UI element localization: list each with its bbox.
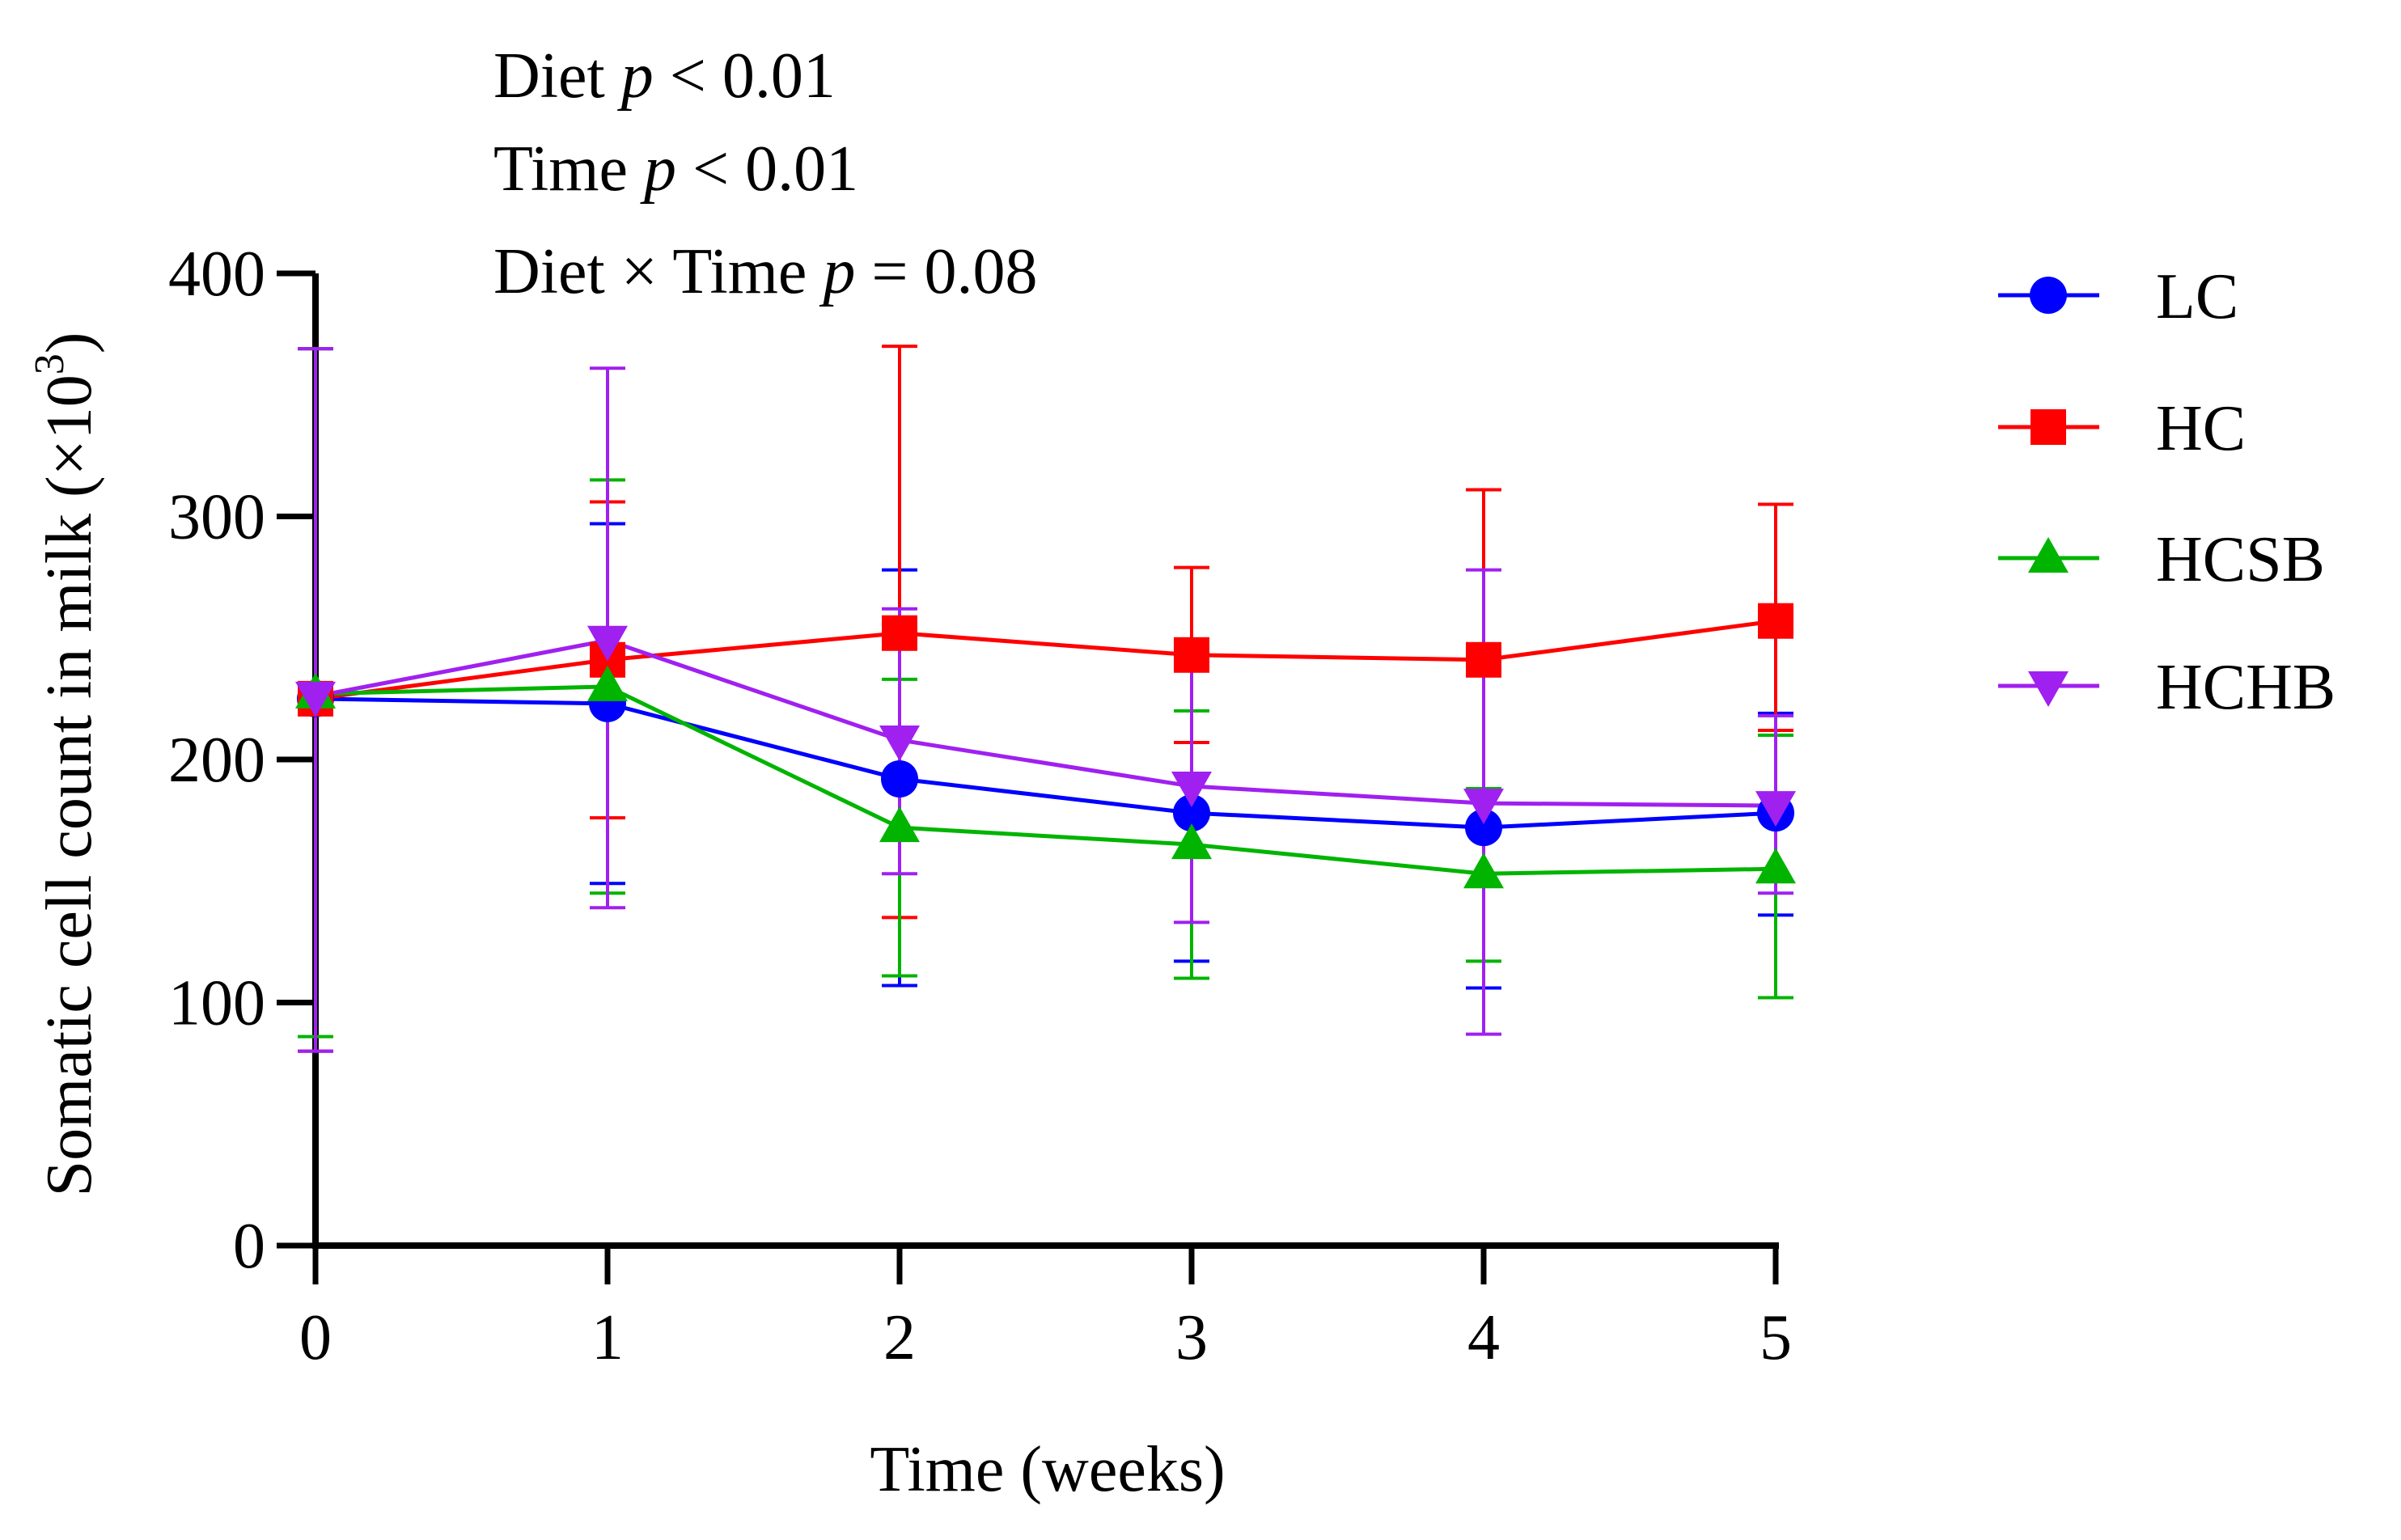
series-line-hchb bbox=[315, 638, 1776, 808]
x-tick-label: 3 bbox=[1175, 1302, 1208, 1373]
legend-marker-hcsb bbox=[2028, 537, 2069, 573]
legend-item-hc: HC bbox=[1998, 393, 2246, 464]
annotation-line: Diet × Time p = 0.08 bbox=[493, 236, 1038, 307]
annotation-prefix: Time bbox=[493, 133, 644, 205]
legend: LC HC HCSB HCHB bbox=[1998, 261, 2335, 723]
data-point-hcsb bbox=[879, 806, 920, 843]
legend-label-lc: LC bbox=[2156, 261, 2238, 332]
data-point-hchb bbox=[1171, 772, 1212, 808]
data-point-hcsb bbox=[1463, 852, 1504, 889]
annotation-prefix: Diet × Time bbox=[493, 236, 823, 307]
data-point-hc bbox=[1758, 603, 1793, 639]
annotation-line: Diet p < 0.01 bbox=[493, 40, 836, 112]
data-point-lc bbox=[881, 760, 918, 798]
data-point-hchb bbox=[1755, 791, 1796, 827]
error-bars-group bbox=[298, 345, 1793, 1053]
data-point-hc bbox=[882, 615, 917, 651]
annotation-italic-p: p bbox=[640, 133, 676, 205]
series-lines-group bbox=[315, 619, 1776, 876]
annotation-italic-p: p bbox=[617, 40, 654, 112]
x-tick-label: 5 bbox=[1759, 1302, 1792, 1373]
x-tick-label: 2 bbox=[883, 1302, 916, 1373]
x-axis-label: Time (weeks) bbox=[870, 1434, 1225, 1505]
legend-item-hchb: HCHB bbox=[1998, 652, 2335, 723]
data-point-lc bbox=[1465, 809, 1502, 847]
legend-label-hcsb: HCSB bbox=[2156, 524, 2325, 595]
series-line-lc bbox=[315, 696, 1776, 830]
series-line-hc bbox=[315, 619, 1776, 701]
legend-marker-hc bbox=[2030, 409, 2066, 445]
legend-label-hc: HC bbox=[2156, 393, 2246, 464]
data-point-hchb bbox=[295, 681, 336, 717]
x-tick-label: 1 bbox=[591, 1302, 624, 1373]
data-point-hcsb bbox=[587, 665, 628, 701]
y-tick-label: 200 bbox=[168, 725, 265, 796]
y-tick-label: 100 bbox=[168, 968, 265, 1039]
series-line-hcsb bbox=[315, 684, 1776, 876]
data-point-hchb bbox=[1463, 789, 1504, 825]
annotation-prefix: Diet bbox=[493, 40, 621, 112]
annotation-italic-p: p bbox=[819, 236, 855, 307]
y-tick-label: 0 bbox=[233, 1211, 265, 1282]
data-point-hc bbox=[1174, 637, 1209, 673]
y-axis-label-group: Somatic cell count in milk (×103) bbox=[27, 332, 105, 1197]
x-tick-label: 0 bbox=[299, 1302, 332, 1373]
axes-group: 0 100 200 300 400 0 1 2 3 4 5 bbox=[168, 239, 1792, 1373]
annotation-suffix: < 0.01 bbox=[676, 133, 858, 205]
y-axis-label-main: Somatic cell count in milk (×10 bbox=[34, 374, 105, 1196]
data-point-lc bbox=[1173, 794, 1210, 832]
x-tick-label: 4 bbox=[1467, 1302, 1500, 1373]
data-point-hc bbox=[1466, 641, 1501, 678]
data-point-hcsb bbox=[1755, 848, 1796, 884]
y-axis-label-superscript: 3 bbox=[27, 353, 73, 374]
legend-item-lc: LC bbox=[1998, 261, 2238, 332]
data-point-hcsb bbox=[1171, 823, 1212, 860]
legend-label-hchb: HCHB bbox=[2156, 652, 2335, 723]
data-point-hchb bbox=[587, 625, 628, 662]
annotation-suffix: < 0.01 bbox=[654, 40, 836, 112]
legend-marker-hchb bbox=[2028, 671, 2069, 707]
y-axis-label-end: ) bbox=[34, 332, 105, 354]
legend-marker-lc bbox=[2030, 277, 2067, 314]
markers-group bbox=[295, 603, 1796, 889]
data-point-hchb bbox=[879, 725, 920, 761]
legend-item-hcsb: HCSB bbox=[1998, 524, 2325, 595]
y-tick-label: 300 bbox=[168, 482, 265, 553]
y-axis-label: Somatic cell count in milk (×103) bbox=[27, 332, 105, 1197]
plot-area bbox=[295, 345, 1796, 1053]
annotation-line: Time p < 0.01 bbox=[493, 133, 858, 205]
annotation-suffix: = 0.08 bbox=[855, 236, 1037, 307]
y-tick-label: 400 bbox=[168, 239, 265, 310]
